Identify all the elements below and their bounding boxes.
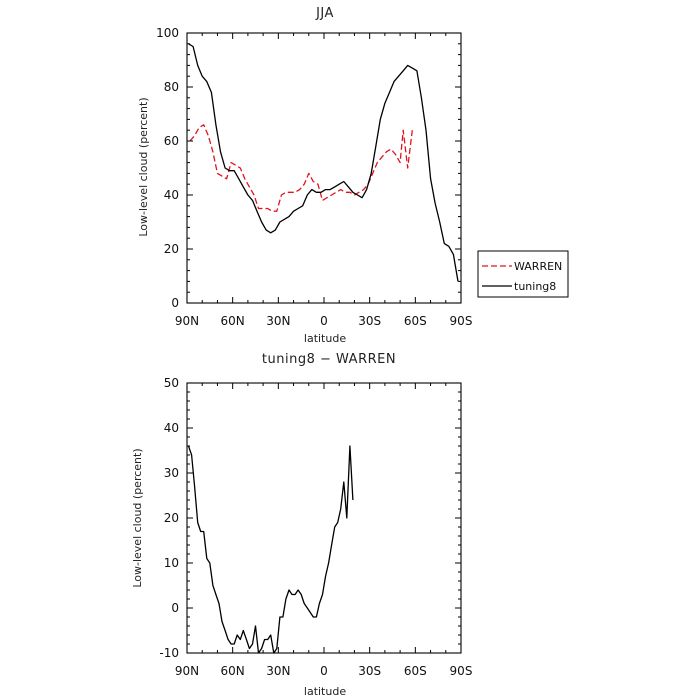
x-tick-label-top: 0 bbox=[320, 314, 328, 328]
x-axis-label-bottom: latitude bbox=[304, 685, 346, 698]
x-tick-label-bottom: 60S bbox=[404, 664, 427, 678]
y-tick-label-bottom: 10 bbox=[164, 556, 179, 570]
panel-difference: tuning8 − WARREN latitude Low-level clou… bbox=[131, 352, 472, 698]
series-line-difference-bottom bbox=[187, 445, 354, 654]
y-tick-label-bottom: -10 bbox=[159, 646, 179, 660]
legend-label-warren: WARREN bbox=[514, 260, 562, 273]
x-tick-label-top: 90N bbox=[175, 314, 199, 328]
x-tick-label-bottom: 0 bbox=[320, 664, 328, 678]
y-tick-label-top: 80 bbox=[164, 80, 179, 94]
y-tick-label-bottom: 30 bbox=[164, 466, 179, 480]
y-tick-label-top: 60 bbox=[164, 134, 179, 148]
x-tick-label-bottom: 90S bbox=[450, 664, 473, 678]
plot-frame-bottom bbox=[186, 382, 462, 654]
y-tick-label-bottom: 50 bbox=[164, 376, 179, 390]
legend-label-tuning8: tuning8 bbox=[514, 280, 556, 293]
x-tick-label-top: 60N bbox=[221, 314, 245, 328]
x-tick-label-bottom: 30N bbox=[266, 664, 290, 678]
y-tick-label-bottom: 40 bbox=[164, 421, 179, 435]
y-tick-label-top: 100 bbox=[156, 26, 179, 40]
series-line-warren-top bbox=[189, 124, 413, 212]
chart-title-bottom: tuning8 − WARREN bbox=[262, 352, 396, 367]
x-tick-label-top: 30S bbox=[358, 314, 381, 328]
legend: WARREN tuning8 bbox=[477, 250, 569, 298]
panel-jja: JJA latitude Low-level cloud (percent) 0… bbox=[137, 6, 472, 345]
y-axis-label-top: Low-level cloud (percent) bbox=[137, 97, 150, 236]
x-tick-label-bottom: 60N bbox=[221, 664, 245, 678]
y-tick-label-top: 20 bbox=[164, 242, 179, 256]
y-axis-label-bottom: Low-level cloud (percent) bbox=[131, 448, 144, 587]
y-tick-label-top: 40 bbox=[164, 188, 179, 202]
legend-box bbox=[477, 250, 569, 298]
chart-title-top: JJA bbox=[315, 6, 334, 21]
x-axis-label-top: latitude bbox=[304, 332, 346, 345]
x-tick-label-top: 90S bbox=[450, 314, 473, 328]
x-tick-label-top: 60S bbox=[404, 314, 427, 328]
series-line-tuning8-top bbox=[188, 43, 459, 282]
plot-frame-top bbox=[186, 32, 462, 304]
x-tick-label-bottom: 90N bbox=[175, 664, 199, 678]
x-tick-label-top: 30N bbox=[266, 314, 290, 328]
x-tick-label-bottom: 30S bbox=[358, 664, 381, 678]
y-tick-label-bottom: 0 bbox=[171, 601, 179, 615]
y-tick-label-top: 0 bbox=[171, 296, 179, 310]
y-tick-label-bottom: 20 bbox=[164, 511, 179, 525]
